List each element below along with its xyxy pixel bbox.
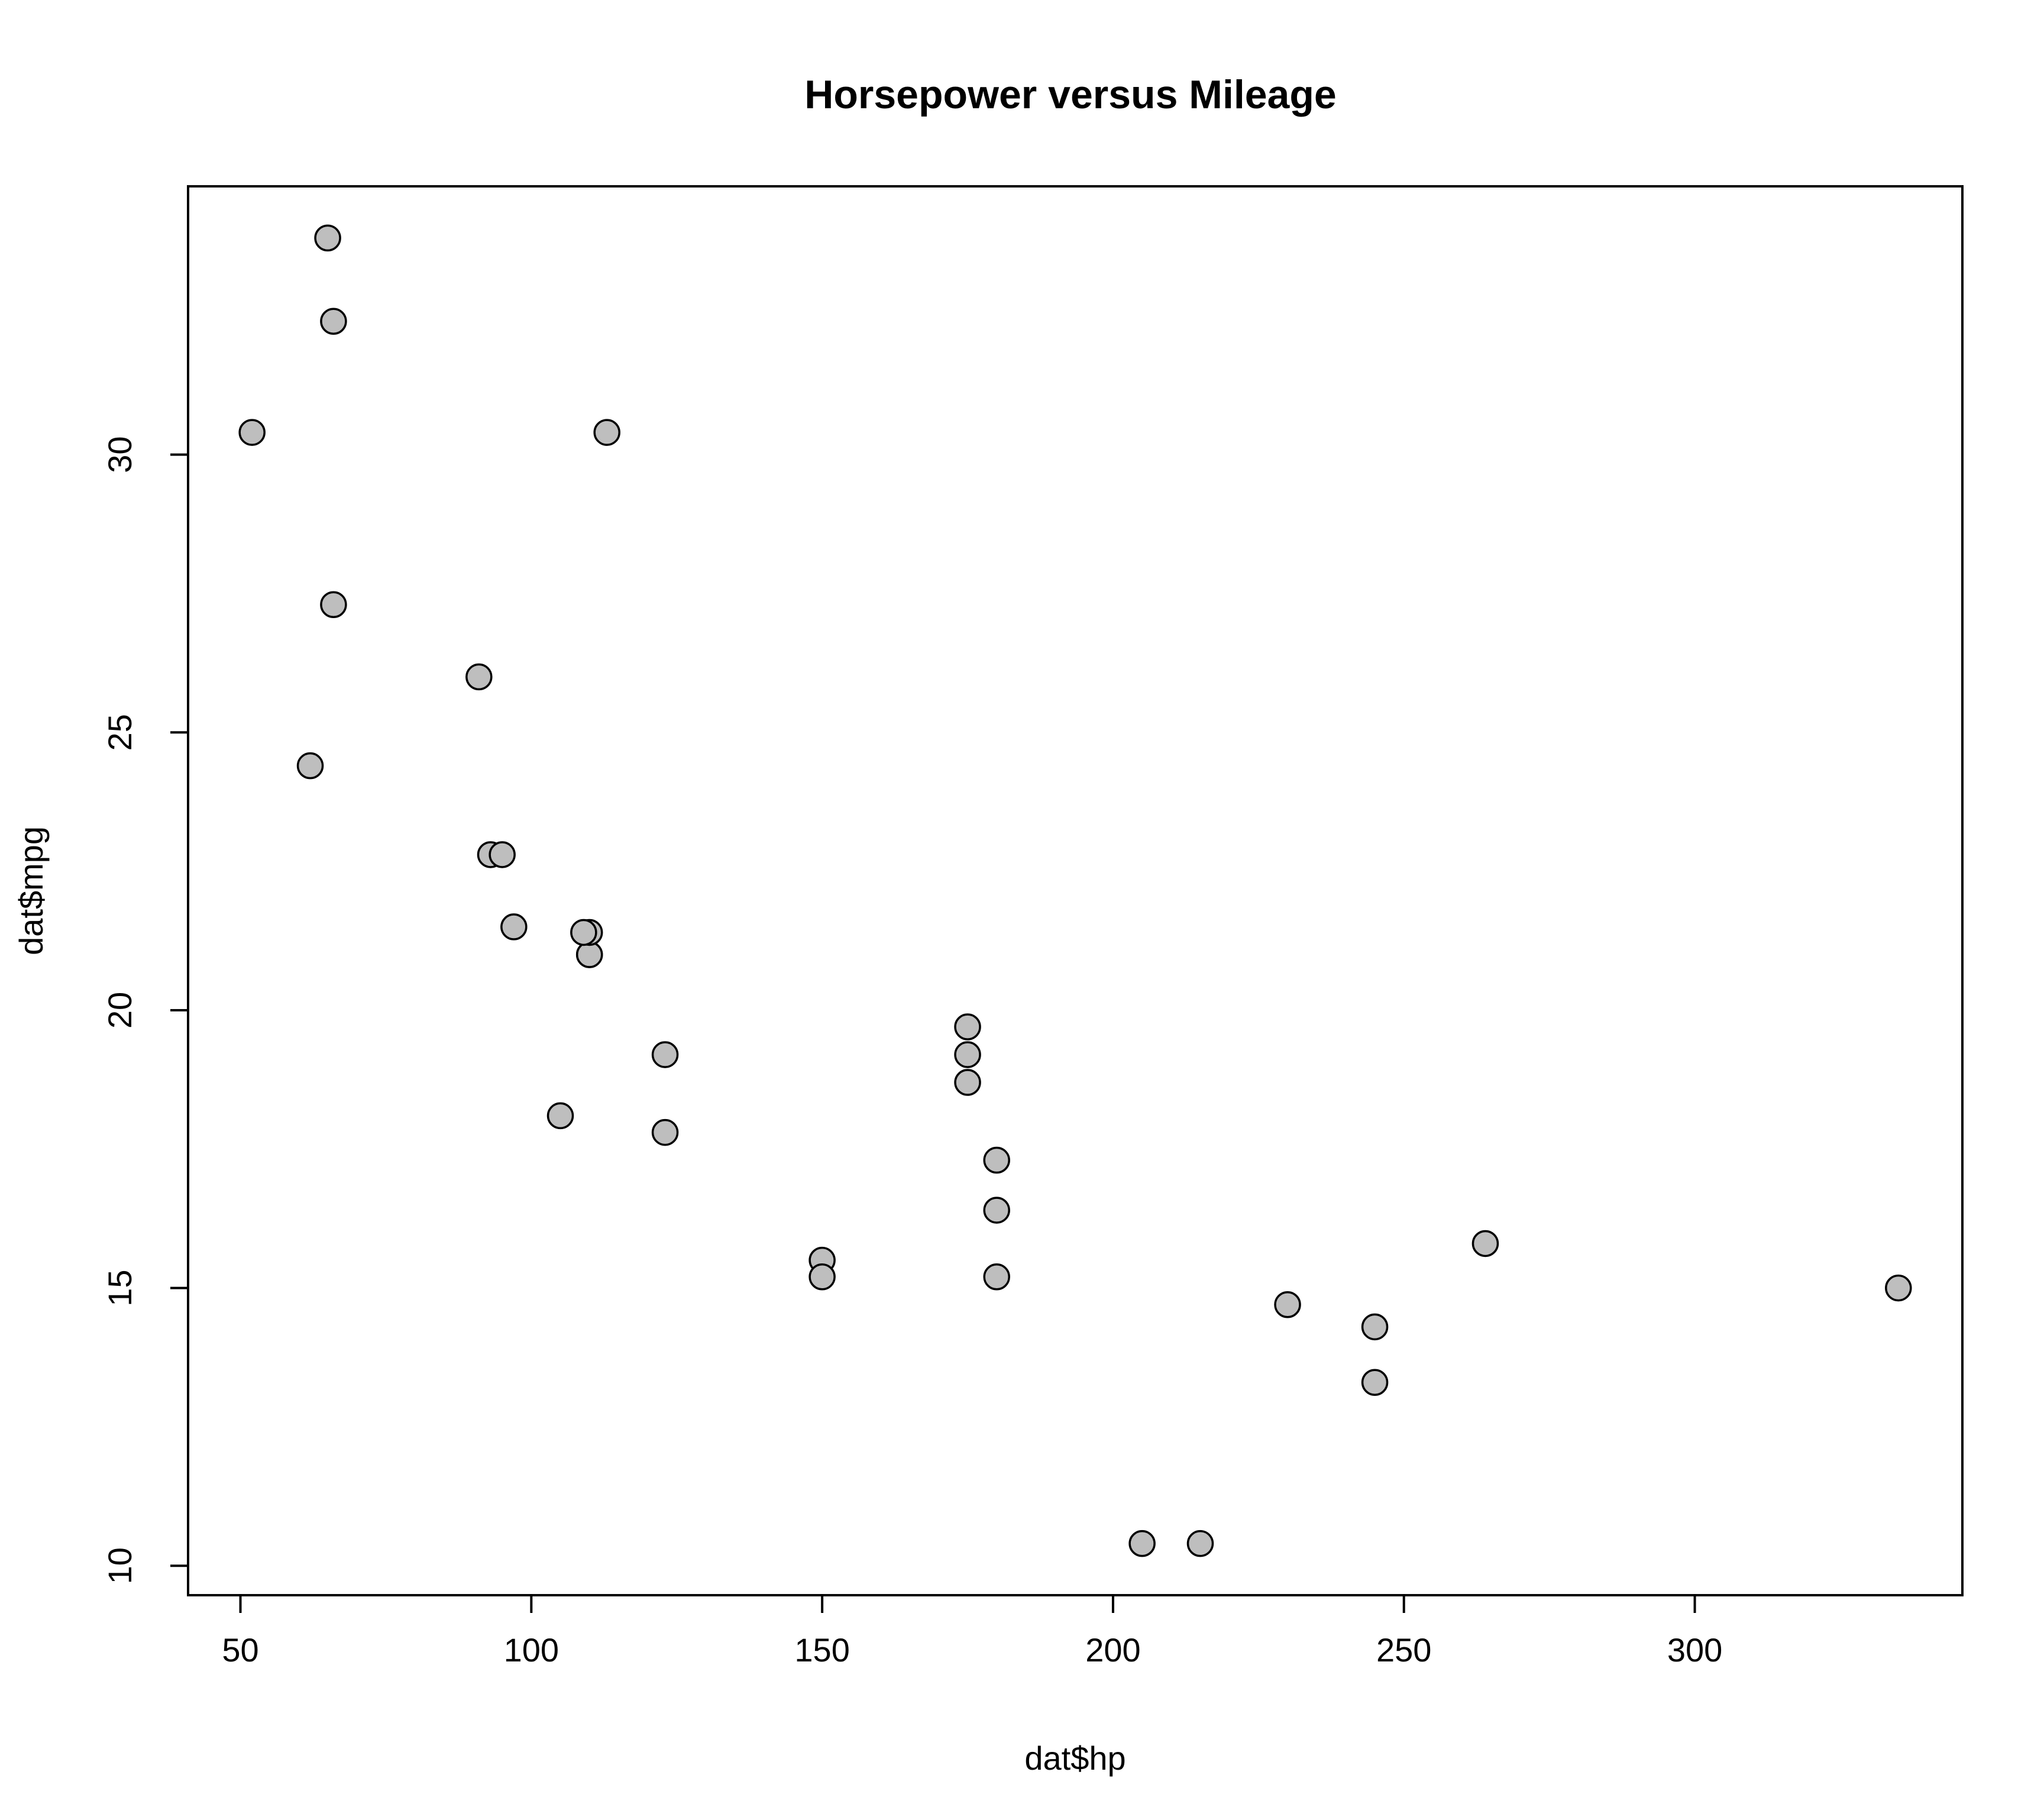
data-points: [238, 224, 1912, 1557]
data-point: [593, 419, 620, 446]
data-point: [1274, 1291, 1301, 1318]
y-tick-label: 10: [101, 1547, 138, 1584]
x-tick-label: 50: [222, 1631, 258, 1669]
data-point: [238, 419, 266, 446]
data-point: [1361, 1369, 1389, 1396]
x-tick-label: 200: [1085, 1631, 1140, 1669]
data-point: [320, 591, 347, 619]
data-point: [1885, 1274, 1912, 1302]
y-tick-label: 15: [101, 1269, 138, 1306]
data-point: [546, 1102, 574, 1130]
data-point: [651, 1118, 679, 1146]
x-tick-label: 300: [1667, 1631, 1722, 1669]
data-point: [1186, 1530, 1214, 1557]
y-axis-label: dat$mpg: [12, 826, 50, 955]
data-point: [983, 1263, 1010, 1291]
data-point: [1361, 1313, 1389, 1341]
data-point: [296, 752, 324, 780]
data-point: [575, 941, 603, 968]
data-point: [570, 919, 597, 946]
data-point: [983, 1197, 1010, 1224]
x-axis-label: dat$hp: [1024, 1740, 1126, 1777]
x-tick-label: 150: [794, 1631, 849, 1669]
x-axis: 50 100 150 200 250 300: [222, 1594, 1722, 1669]
y-tick-label: 25: [101, 714, 138, 751]
data-point: [1471, 1230, 1499, 1257]
data-point: [500, 913, 528, 940]
data-point: [314, 224, 341, 252]
data-point: [651, 1041, 679, 1068]
data-point: [1128, 1530, 1156, 1557]
chart-title: Horsepower versus Mileage: [804, 72, 1336, 117]
data-point: [954, 1069, 981, 1096]
data-point: [320, 308, 347, 335]
data-point: [808, 1263, 836, 1291]
data-point: [465, 663, 493, 691]
x-tick-label: 100: [504, 1631, 559, 1669]
y-tick-label: 20: [101, 992, 138, 1029]
data-point: [954, 1041, 981, 1068]
data-point: [954, 1013, 981, 1040]
data-point: [983, 1146, 1010, 1174]
y-tick-label: 30: [101, 437, 138, 473]
plot-frame: [187, 185, 1964, 1596]
x-tick-label: 250: [1376, 1631, 1431, 1669]
data-point: [489, 841, 516, 868]
y-axis: 10 15 20 25 30: [101, 437, 189, 1584]
